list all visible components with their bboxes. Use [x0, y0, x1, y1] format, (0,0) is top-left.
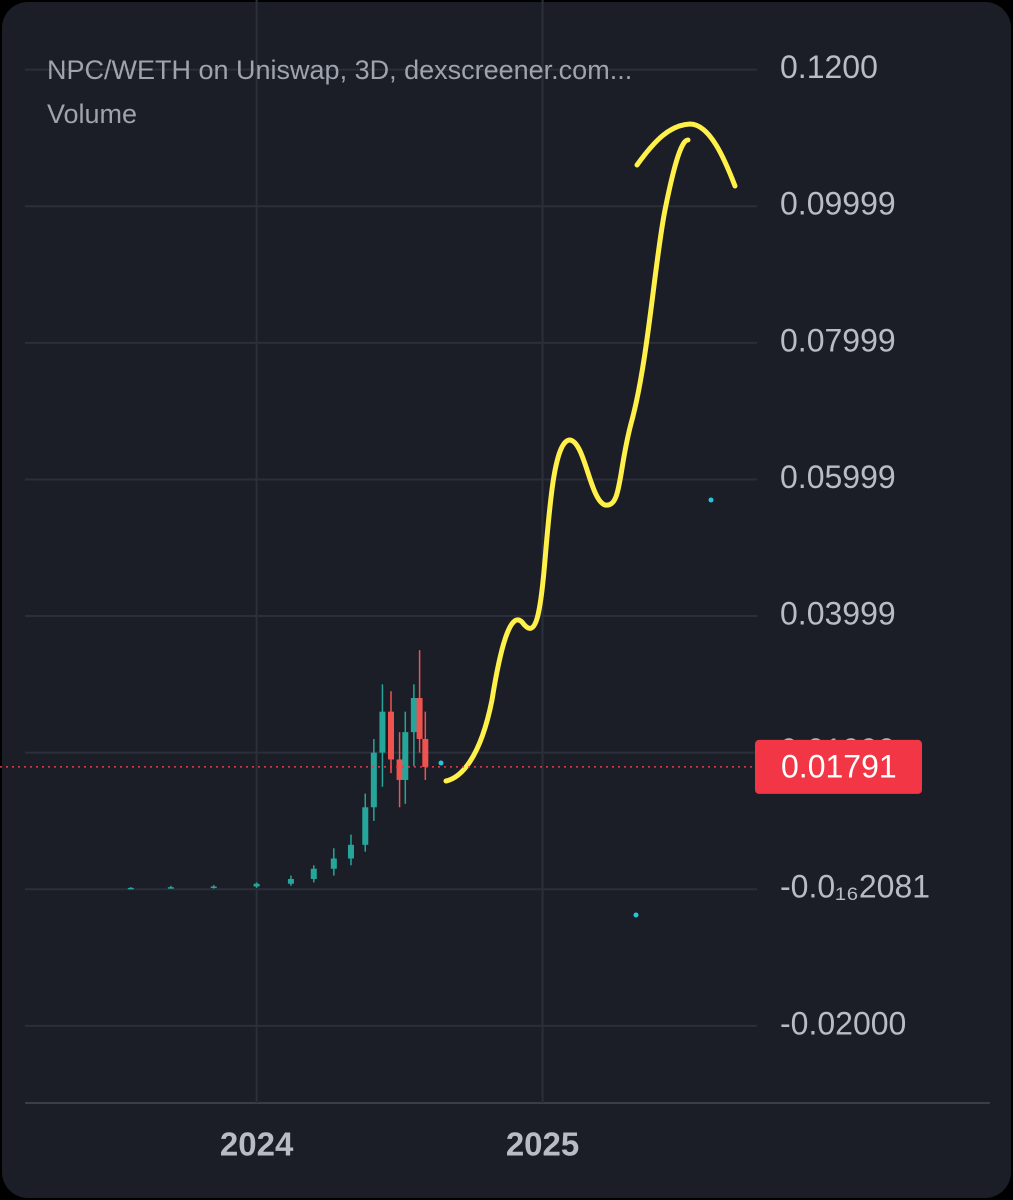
candle-body	[287, 878, 294, 884]
candle-body	[347, 844, 354, 859]
candle-body	[167, 887, 174, 889]
hand-drawn-peak	[634, 121, 738, 189]
hand-drawn-line	[443, 137, 691, 784]
y-tick-label: 0.03999	[780, 595, 896, 631]
last-price-label: 0.01791	[781, 748, 897, 784]
candle-body	[210, 886, 217, 888]
marker-dot	[438, 760, 444, 766]
candle-body	[388, 711, 394, 760]
y-tick-label: 0.09999	[780, 186, 896, 222]
x-tick-label: 2024	[220, 1126, 294, 1163]
chart-subtitle: Volume	[47, 99, 137, 129]
last-price-tag	[755, 739, 922, 794]
y-tick-label: 0.1200	[780, 49, 878, 85]
candle-body	[396, 759, 403, 780]
x-tick-label: 2025	[506, 1126, 579, 1163]
candle-body	[370, 752, 377, 808]
candle-body	[330, 858, 337, 869]
marker-dot	[633, 912, 639, 918]
y-tick-label: 0.07999	[780, 322, 896, 358]
chart-title: NPC/WETH on Uniswap, 3D, dexscreener.com…	[47, 55, 632, 85]
candle-body	[416, 697, 423, 739]
y-tick-label: -0.02000	[780, 1005, 906, 1041]
candle-body	[402, 732, 409, 780]
candles	[127, 650, 429, 890]
y-tick-label: 0.05999	[780, 459, 896, 495]
candle-body	[253, 883, 260, 887]
candle-body	[127, 887, 134, 890]
candle-body	[310, 868, 317, 879]
candle-body	[362, 807, 369, 845]
marker-dot	[708, 497, 714, 503]
y-tick-label: -0.0₁₆2081	[780, 869, 930, 905]
candle-body	[379, 711, 386, 753]
candle-body	[410, 697, 417, 733]
candle-body	[422, 738, 429, 767]
